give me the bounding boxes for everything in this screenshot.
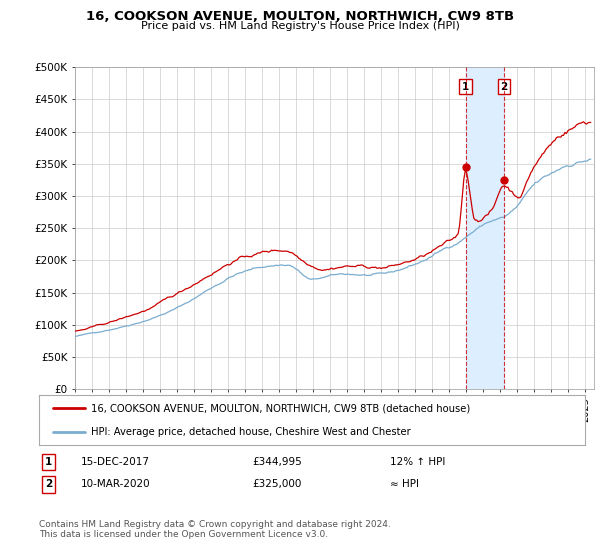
Text: Contains HM Land Registry data © Crown copyright and database right 2024.
This d: Contains HM Land Registry data © Crown c… [39, 520, 391, 539]
Text: 2: 2 [500, 82, 508, 92]
Text: £344,995: £344,995 [252, 457, 302, 467]
Text: HPI: Average price, detached house, Cheshire West and Chester: HPI: Average price, detached house, Ches… [91, 427, 410, 437]
Text: 1: 1 [462, 82, 469, 92]
Text: £325,000: £325,000 [252, 479, 301, 489]
Text: 16, COOKSON AVENUE, MOULTON, NORTHWICH, CW9 8TB: 16, COOKSON AVENUE, MOULTON, NORTHWICH, … [86, 10, 514, 23]
Text: 2: 2 [45, 479, 52, 489]
Text: 16, COOKSON AVENUE, MOULTON, NORTHWICH, CW9 8TB (detached house): 16, COOKSON AVENUE, MOULTON, NORTHWICH, … [91, 403, 470, 413]
Text: Price paid vs. HM Land Registry's House Price Index (HPI): Price paid vs. HM Land Registry's House … [140, 21, 460, 31]
Text: 10-MAR-2020: 10-MAR-2020 [81, 479, 151, 489]
Bar [466, 67, 504, 389]
Text: 1: 1 [45, 457, 52, 467]
Text: 12% ↑ HPI: 12% ↑ HPI [390, 457, 445, 467]
Text: ≈ HPI: ≈ HPI [390, 479, 419, 489]
Text: 15-DEC-2017: 15-DEC-2017 [81, 457, 150, 467]
